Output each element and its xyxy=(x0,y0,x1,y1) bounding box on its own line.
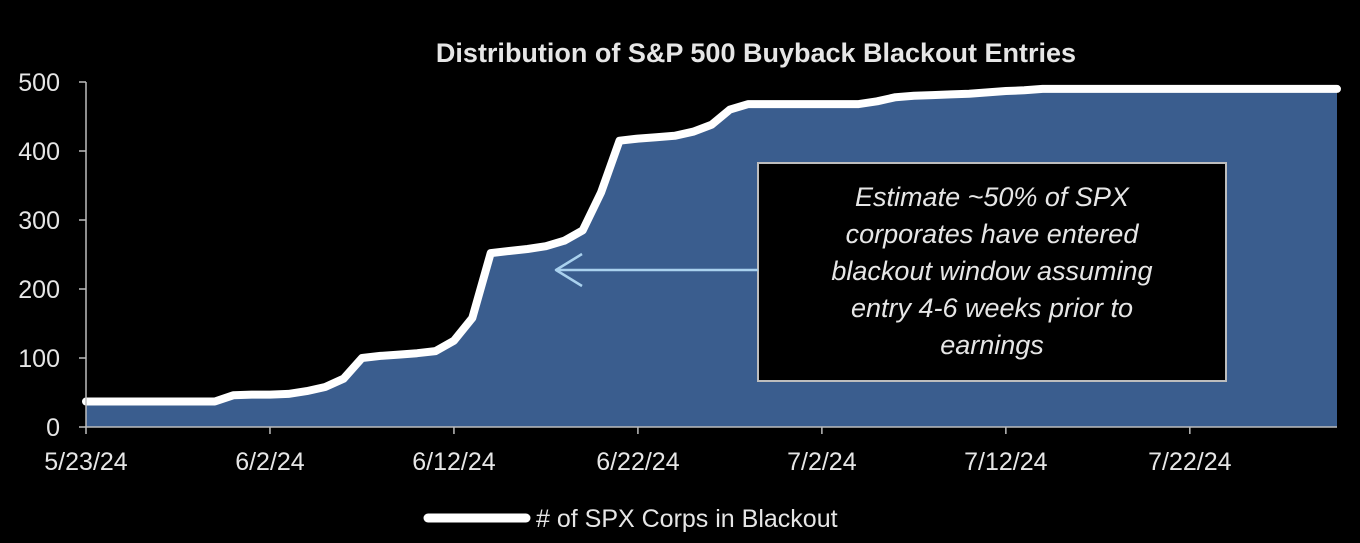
legend-label: # of SPX Corps in Blackout xyxy=(536,505,838,533)
y-tick-label: 500 xyxy=(18,69,60,97)
y-tick-label: 100 xyxy=(18,345,60,373)
x-tick-label: 6/2/24 xyxy=(235,448,305,476)
chart-title: Distribution of S&P 500 Buyback Blackout… xyxy=(436,38,1076,68)
annotation: Estimate ~50% of SPX corporates have ente… xyxy=(554,162,1227,382)
annotation-arrow-head xyxy=(554,252,583,288)
y-tick-label: 0 xyxy=(46,414,60,442)
y-tick-label: 300 xyxy=(18,207,60,235)
annotation-box xyxy=(757,162,1227,382)
axes: 0 100 200 300 400 500 5/23/24 6/2/24 6/12/24 6/22… xyxy=(18,69,1337,476)
annotation-text-line: corporates have entered xyxy=(846,219,1140,249)
x-tick-label: 5/23/24 xyxy=(44,448,128,476)
x-tick-label: 7/22/24 xyxy=(1148,448,1232,476)
y-tick-label: 200 xyxy=(18,276,60,304)
annotation-text-line: Estimate ~50% of SPX xyxy=(855,182,1130,212)
annotation-text-line: earnings xyxy=(940,330,1044,360)
series-line xyxy=(82,84,1341,406)
annotation-text-line: blackout window assuming xyxy=(831,256,1152,286)
x-tick-label: 6/22/24 xyxy=(596,448,680,476)
x-tick-label: 6/12/24 xyxy=(412,448,496,476)
y-tick-label: 400 xyxy=(18,138,60,166)
annotation-text-line: entry 4-6 weeks prior to xyxy=(851,293,1133,323)
x-tick-label: 7/12/24 xyxy=(964,448,1048,476)
x-tick-label: 7/2/24 xyxy=(787,448,857,476)
legend: # of SPX Corps in Blackout xyxy=(423,505,838,533)
